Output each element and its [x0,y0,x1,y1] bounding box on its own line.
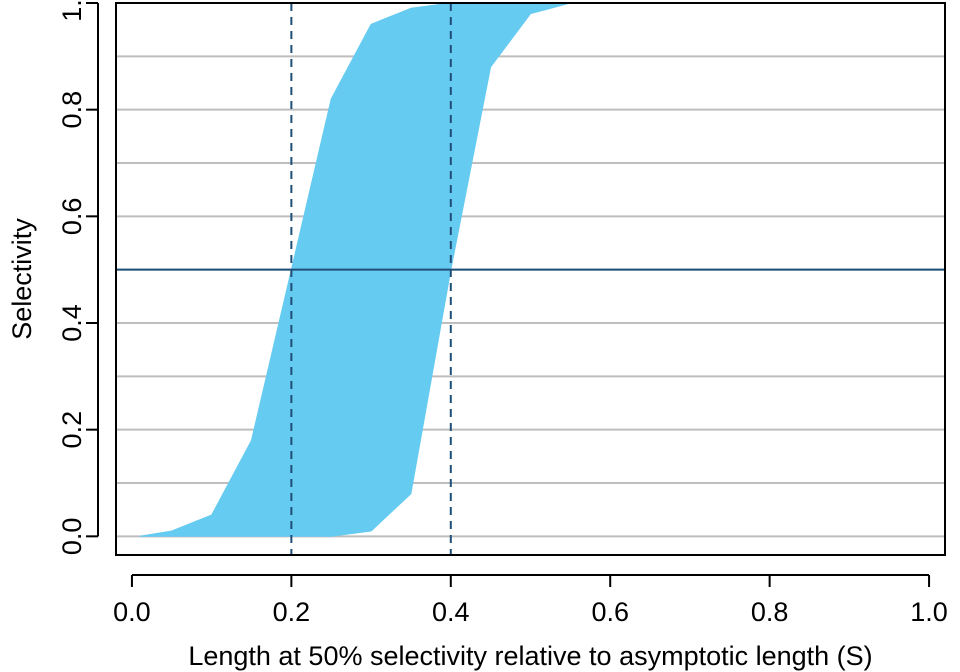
x-axis: 0.0 0.2 0.4 0.6 0.8 1.0 [113,574,948,627]
x-tick-label-3: 0.6 [591,597,629,627]
plot-frame [115,2,946,556]
y-tick-label-5: 1.0 [57,0,87,22]
x-tick-label-5: 1.0 [910,597,948,627]
x-tick-label-0: 0.0 [113,597,151,627]
x-tick-label-2: 0.4 [432,597,470,627]
y-tick-label-3: 0.6 [57,198,87,236]
x-axis-title: Length at 50% selectivity relative to as… [188,641,872,671]
reference-lines [116,3,945,555]
y-axis-title: Selectivity [7,218,37,340]
y-tick-label-1: 0.2 [57,411,87,449]
y-axis: 0.0 0.2 0.4 0.6 0.8 1.0 [57,0,99,556]
x-tick-label-1: 0.2 [273,597,311,627]
y-tick-label-4: 0.8 [57,91,87,129]
y-tick-label-0: 0.0 [57,518,87,556]
x-tick-label-4: 0.8 [751,597,789,627]
y-tick-label-2: 0.4 [57,304,87,342]
